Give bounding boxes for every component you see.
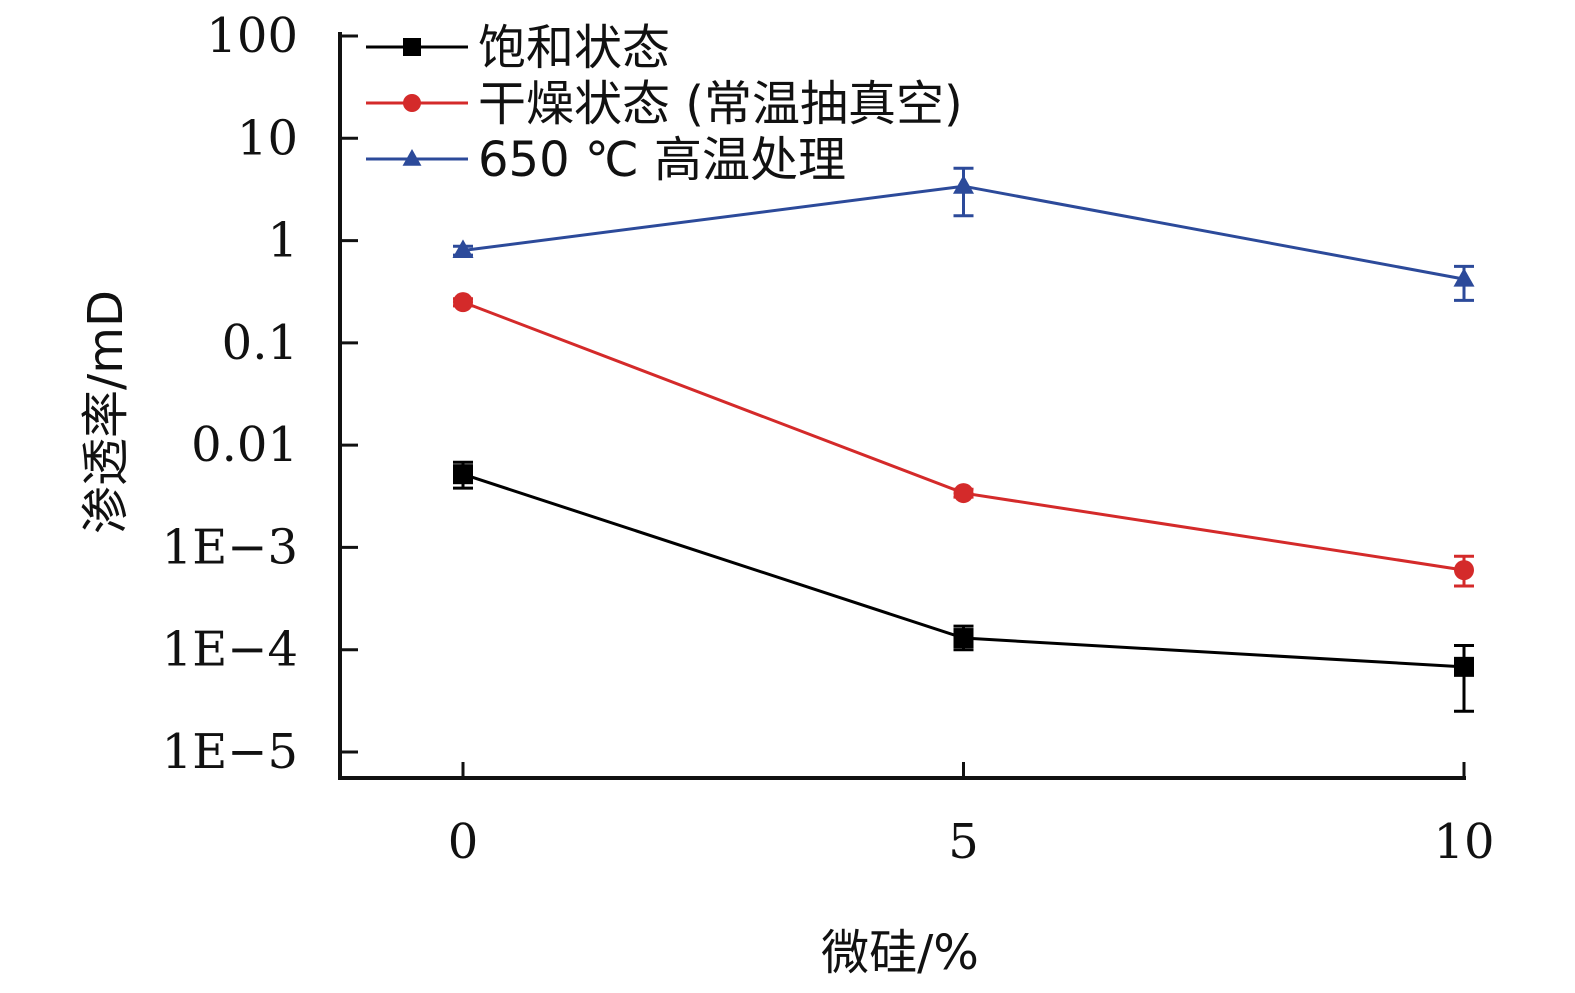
data-point — [953, 175, 974, 194]
y-tick-label: 100 — [206, 8, 298, 64]
data-point — [453, 292, 473, 313]
data-point — [403, 94, 421, 112]
x-tick-label: 10 — [1433, 814, 1494, 870]
series-2 — [453, 292, 1474, 588]
series-line — [462, 300, 1465, 572]
series-layer — [452, 166, 1475, 713]
y-axis-title: 渗透率/mD — [78, 290, 134, 534]
series-3 — [452, 166, 1475, 302]
data-point — [1453, 267, 1475, 287]
data-point — [452, 239, 474, 259]
plot-area: 100 10 1 0.1 0.01 1E−3 1E−4 1E−5 0 5 10 — [162, 8, 1495, 870]
series-1 — [453, 460, 1474, 713]
legend-item-3: 650 ℃ 高温处理 — [366, 132, 846, 188]
y-tick-label: 1E−4 — [162, 622, 298, 678]
x-tick-label: 0 — [448, 814, 479, 870]
data-point — [453, 464, 473, 485]
y-tick-label: 10 — [237, 110, 298, 166]
legend-item-2: 干燥状态 (常温抽真空) — [366, 76, 963, 132]
error-bar — [1454, 643, 1474, 713]
legend-label: 650 ℃ 高温处理 — [478, 132, 846, 188]
y-tick-label: 1E−3 — [162, 519, 298, 575]
data-point — [953, 483, 974, 504]
legend-label: 饱和状态 — [478, 20, 670, 76]
y-tick-label: 0.1 — [222, 315, 298, 371]
data-point — [402, 148, 422, 166]
y-tick-label: 1E−5 — [162, 724, 298, 780]
y-tick-label: 0.01 — [191, 417, 298, 473]
data-point — [1454, 656, 1474, 677]
y-tick-label: 1 — [267, 213, 298, 269]
data-point — [953, 628, 974, 649]
legend-item-1: 饱和状态 — [366, 20, 670, 76]
x-axis-title: 微硅/% — [821, 925, 979, 981]
x-tick-label: 5 — [948, 814, 979, 870]
data-point — [403, 38, 421, 56]
y-axis-ticks: 100 10 1 0.1 0.01 1E−3 1E−4 1E−5 — [162, 8, 358, 780]
legend-label: 干燥状态 (常温抽真空) — [478, 76, 963, 132]
x-axis-ticks: 0 5 10 — [448, 762, 1495, 870]
data-point — [1454, 560, 1474, 581]
